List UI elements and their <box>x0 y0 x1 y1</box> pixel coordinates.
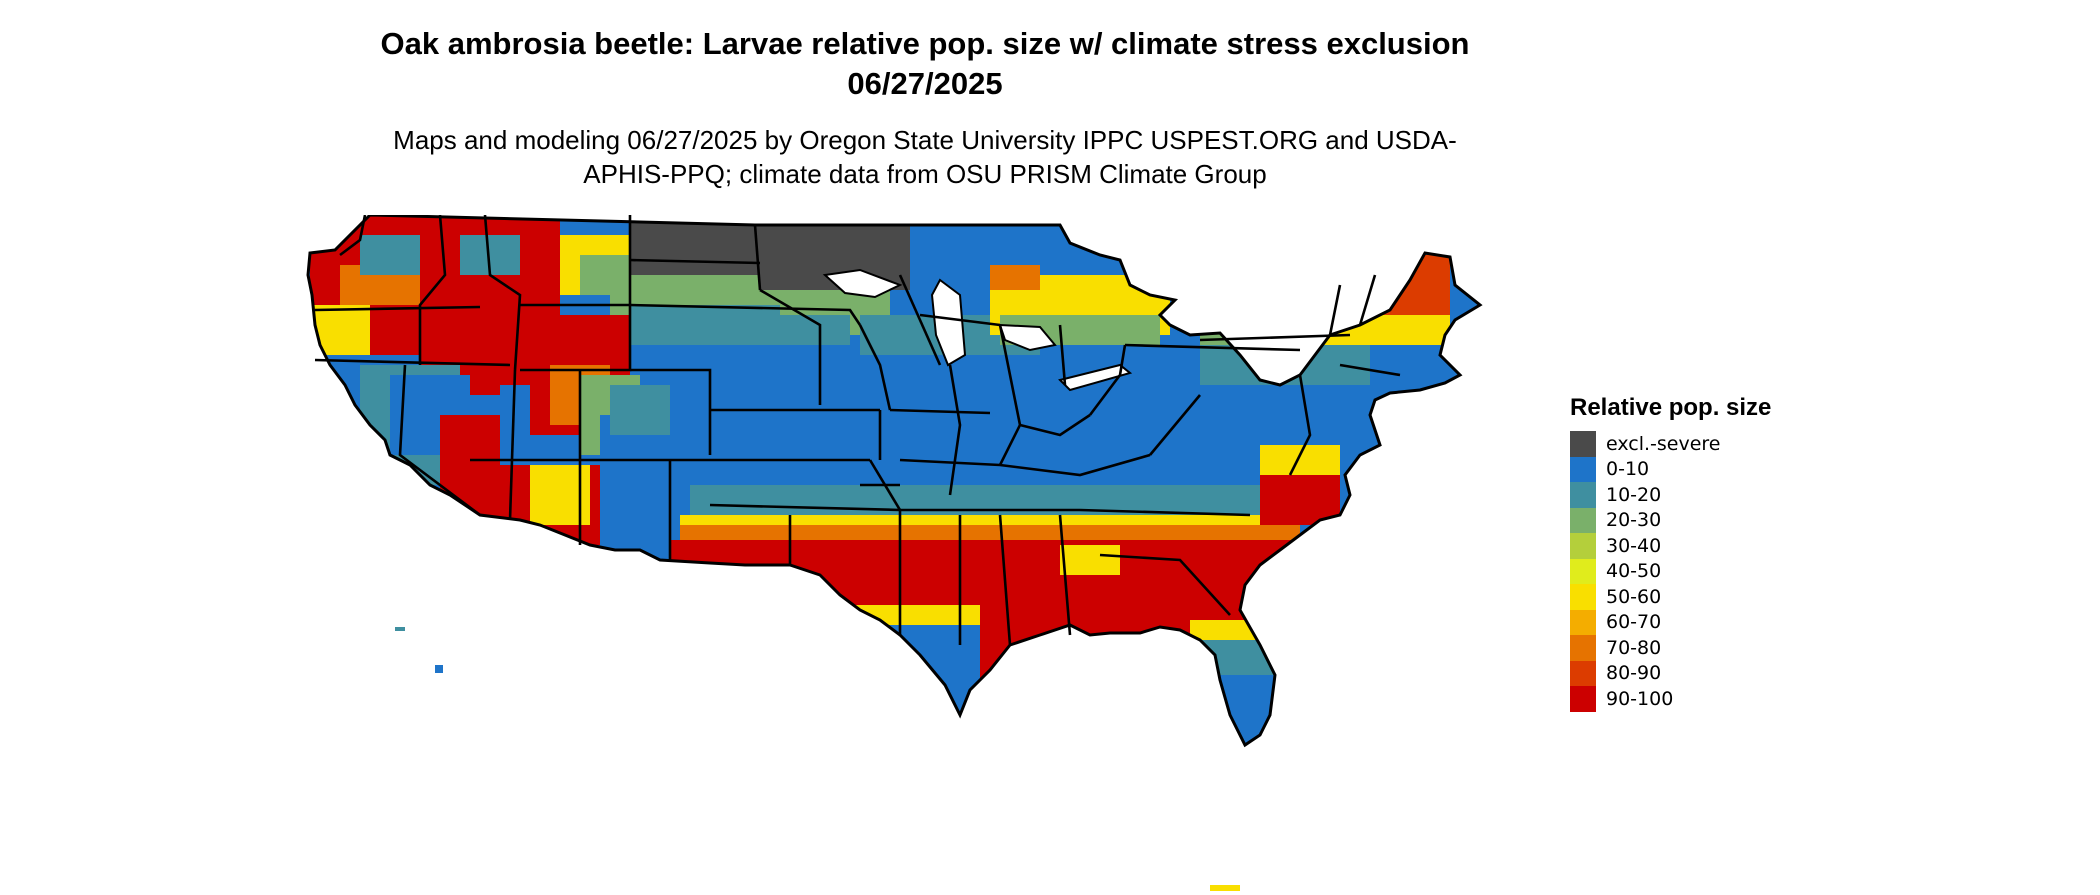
legend-swatch <box>1570 507 1596 533</box>
coastal-islands <box>395 627 1240 891</box>
map-subtitle: Maps and modeling 06/27/2025 by Oregon S… <box>393 125 1457 189</box>
great-lakes <box>822 268 1133 392</box>
legend-label: 0-10 <box>1606 458 1650 481</box>
legend-label: 70-80 <box>1606 636 1662 659</box>
legend-item: 90-100 <box>1570 686 1771 712</box>
legend-swatch <box>1570 431 1596 457</box>
legend-item: excl.-severe <box>1570 431 1771 457</box>
legend-label: 90-100 <box>1606 687 1674 710</box>
legend-label: 80-90 <box>1606 662 1662 685</box>
legend-label: excl.-severe <box>1606 432 1721 455</box>
legend-swatch <box>1570 635 1596 661</box>
legend-label: 60-70 <box>1606 611 1662 634</box>
map-legend: Relative pop. size excl.-severe 0-10 10-20… <box>1570 393 1771 712</box>
legend-item: 0-10 <box>1570 456 1771 482</box>
legend-swatch <box>1570 533 1596 559</box>
legend-swatch <box>1570 686 1596 712</box>
us-map <box>306 215 1482 891</box>
legend-label: 30-40 <box>1606 534 1662 557</box>
legend-title: Relative pop. size <box>1570 394 1772 421</box>
legend-swatch <box>1570 609 1596 635</box>
legend-item: 40-50 <box>1570 558 1771 584</box>
legend-items: excl.-severe 0-10 10-20 20-30 30-40 40-50 50-6… <box>1570 431 1771 712</box>
legend-item: 80-90 <box>1570 660 1771 686</box>
legend-swatch <box>1570 558 1596 584</box>
legend-label: 40-50 <box>1606 560 1662 583</box>
legend-label: 50-60 <box>1606 585 1662 608</box>
legend-item: 70-80 <box>1570 635 1771 661</box>
legend-swatch <box>1570 482 1596 508</box>
legend-swatch <box>1570 456 1596 482</box>
state-borders <box>314 215 1401 646</box>
legend-swatch <box>1570 660 1596 686</box>
map-title: Oak ambrosia beetle: Larvae relative pop… <box>380 26 1470 101</box>
legend-item: 50-60 <box>1570 584 1771 610</box>
legend-item: 60-70 <box>1570 609 1771 635</box>
legend-item: 20-30 <box>1570 507 1771 533</box>
legend-item: 10-20 <box>1570 482 1771 508</box>
legend-swatch <box>1570 584 1596 610</box>
legend-label: 10-20 <box>1606 483 1662 506</box>
legend-item: 30-40 <box>1570 533 1771 559</box>
legend-label: 20-30 <box>1606 509 1662 532</box>
